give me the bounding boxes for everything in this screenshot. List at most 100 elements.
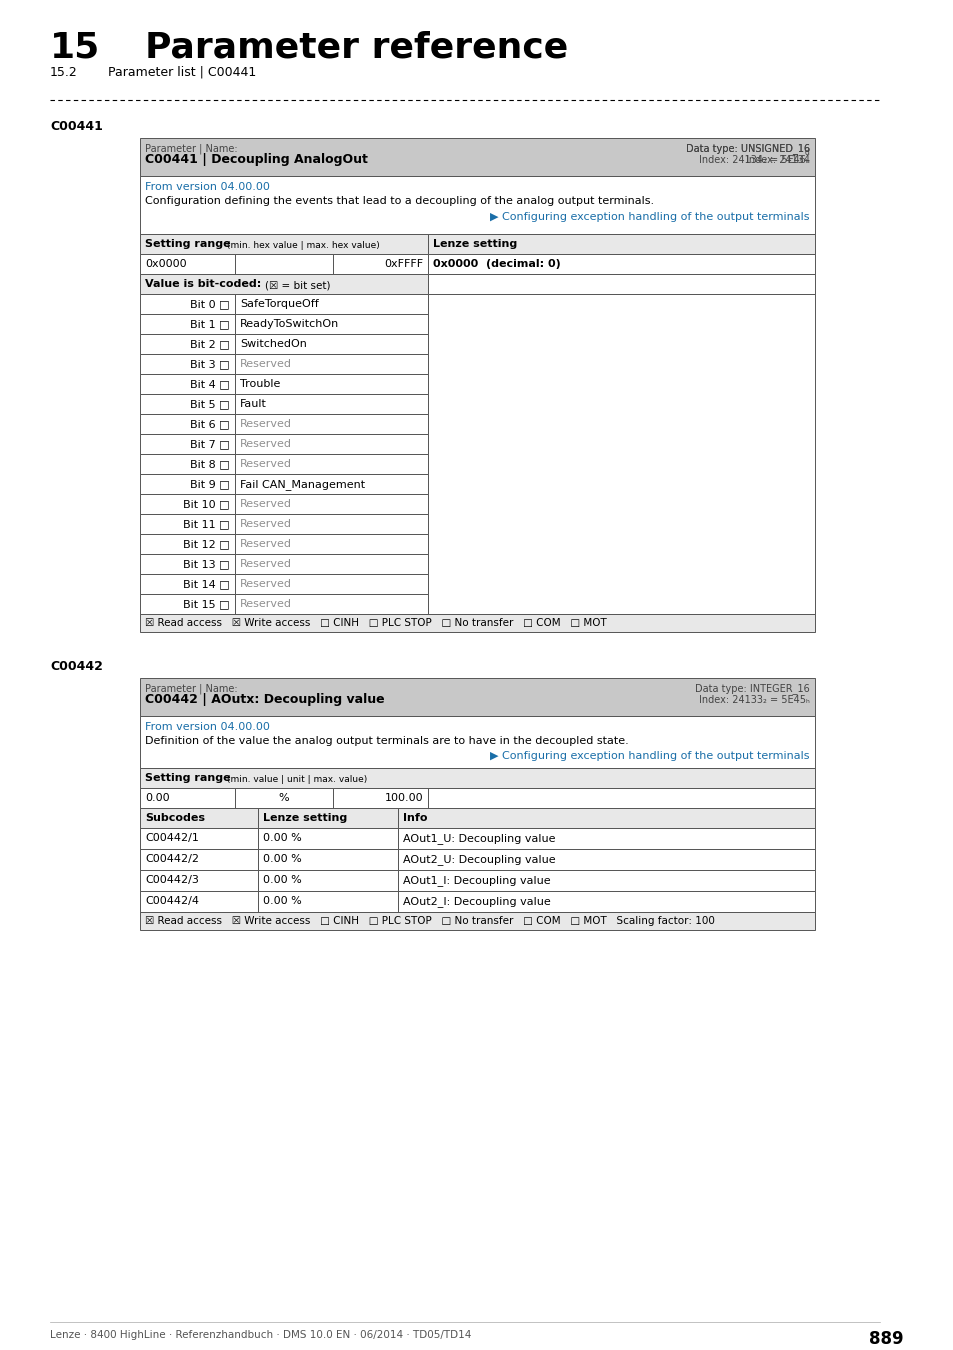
Text: (min. value | unit | max. value): (min. value | unit | max. value) [227, 775, 367, 784]
Bar [140, 913, 814, 930]
Bar [234, 454, 428, 474]
Bar [234, 474, 428, 494]
Text: SafeTorqueOff: SafeTorqueOff [240, 298, 318, 309]
Bar [140, 535, 234, 554]
Bar [140, 869, 257, 891]
Text: AOut2_I: Decoupling value: AOut2_I: Decoupling value [402, 896, 550, 907]
Text: AOut1_U: Decoupling value: AOut1_U: Decoupling value [402, 833, 555, 844]
Bar [428, 294, 814, 614]
Text: SwitchedOn: SwitchedOn [240, 339, 307, 350]
Bar [428, 788, 814, 809]
Text: Parameter | Name:: Parameter | Name: [145, 683, 237, 694]
Bar [140, 454, 234, 474]
Text: Bit 8 □: Bit 8 □ [190, 459, 230, 468]
Text: 100.00: 100.00 [384, 792, 422, 803]
Text: ▶ Configuring exception handling of the output terminals: ▶ Configuring exception handling of the … [490, 212, 809, 221]
Bar [234, 414, 428, 433]
Text: C00442/1: C00442/1 [145, 833, 198, 842]
Text: From version 04.00.00: From version 04.00.00 [145, 182, 270, 192]
Text: Parameter list | C00441: Parameter list | C00441 [108, 66, 256, 80]
Text: Reserved: Reserved [240, 599, 292, 609]
Bar [140, 614, 814, 632]
Text: Value is bit-coded:: Value is bit-coded: [145, 279, 261, 289]
Bar [140, 514, 234, 535]
Bar [140, 274, 428, 294]
Text: Reserved: Reserved [240, 579, 292, 589]
Text: Lenze setting: Lenze setting [263, 813, 347, 823]
Text: Reserved: Reserved [240, 539, 292, 549]
Text: ☒ Read access   ☒ Write access   □ CINH   □ PLC STOP   □ No transfer   □ COM   □: ☒ Read access ☒ Write access □ CINH □ PL… [145, 618, 606, 628]
Text: Reserved: Reserved [240, 459, 292, 468]
Text: Setting range: Setting range [145, 239, 231, 248]
Bar [140, 138, 814, 176]
Text: ReadyToSwitchOn: ReadyToSwitchOn [240, 319, 339, 329]
Text: Bit 7 □: Bit 7 □ [190, 439, 230, 450]
Text: Bit 13 □: Bit 13 □ [183, 559, 230, 568]
Text: AOut1_I: Decoupling value: AOut1_I: Decoupling value [402, 875, 550, 886]
Text: Bit 12 □: Bit 12 □ [183, 539, 230, 549]
Bar [257, 828, 397, 849]
Bar [140, 849, 257, 869]
Text: Reserved: Reserved [240, 439, 292, 450]
Text: d: d [804, 148, 809, 157]
Text: 0.00: 0.00 [145, 792, 170, 803]
Text: Trouble: Trouble [240, 379, 280, 389]
Text: Bit 2 □: Bit 2 □ [190, 339, 230, 350]
Text: Reserved: Reserved [240, 559, 292, 568]
Text: Data type: INTEGER_16: Data type: INTEGER_16 [695, 683, 809, 694]
Text: ▶ Configuring exception handling of the output terminals: ▶ Configuring exception handling of the … [490, 751, 809, 761]
Bar [257, 891, 397, 913]
Bar [428, 234, 814, 254]
Text: C00441: C00441 [50, 120, 103, 134]
Text: Definition of the value the analog output terminals are to have in the decoupled: Definition of the value the analog outpu… [145, 736, 628, 747]
Bar [397, 809, 814, 828]
Bar [140, 394, 234, 414]
Text: (min. hex value | max. hex value): (min. hex value | max. hex value) [227, 242, 379, 250]
Bar [234, 574, 428, 594]
Bar [333, 254, 428, 274]
Text: 15.2: 15.2 [50, 66, 77, 80]
Bar [140, 828, 257, 849]
Bar [140, 374, 234, 394]
Text: 0.00 %: 0.00 % [263, 875, 301, 886]
Bar [140, 294, 234, 315]
Bar [397, 849, 814, 869]
Text: Index: 24134₂ = 5E46ₕ: Index: 24134₂ = 5E46ₕ [699, 155, 809, 165]
Text: Bit 6 □: Bit 6 □ [191, 418, 230, 429]
Bar [140, 788, 234, 809]
Text: Configuration defining the events that lead to a decoupling of the analog output: Configuration defining the events that l… [145, 196, 654, 207]
Text: Bit 1 □: Bit 1 □ [191, 319, 230, 329]
Bar [140, 594, 234, 614]
Text: 889: 889 [868, 1330, 903, 1349]
Text: Lenze · 8400 HighLine · Referenzhandbuch · DMS 10.0 EN · 06/2014 · TD05/TD14: Lenze · 8400 HighLine · Referenzhandbuch… [50, 1330, 471, 1341]
Bar [234, 294, 428, 315]
Text: (☒ = bit set): (☒ = bit set) [265, 279, 330, 290]
Bar [397, 828, 814, 849]
Text: Fault: Fault [240, 400, 267, 409]
Bar [234, 374, 428, 394]
Text: 15: 15 [50, 30, 100, 63]
Text: C00441 | Decoupling AnalogOut: C00441 | Decoupling AnalogOut [145, 153, 368, 166]
Bar [140, 554, 234, 574]
Bar [140, 678, 814, 716]
Bar [234, 315, 428, 333]
Bar [257, 869, 397, 891]
Bar [140, 414, 234, 433]
Bar [140, 254, 234, 274]
Text: 0xFFFF: 0xFFFF [383, 259, 422, 269]
Text: Index: 24133₂ = 5E45ₕ: Index: 24133₂ = 5E45ₕ [699, 695, 809, 705]
Bar [140, 574, 234, 594]
Text: C00442 | AOutx: Decoupling value: C00442 | AOutx: Decoupling value [145, 693, 384, 706]
Text: Setting range: Setting range [145, 774, 231, 783]
Bar [140, 176, 814, 234]
Text: Bit 4 □: Bit 4 □ [190, 379, 230, 389]
Text: 0.00 %: 0.00 % [263, 896, 301, 906]
Text: Bit 0 □: Bit 0 □ [191, 298, 230, 309]
Text: Bit 9 □: Bit 9 □ [190, 479, 230, 489]
Text: Bit 3 □: Bit 3 □ [191, 359, 230, 369]
Bar [397, 869, 814, 891]
Bar [234, 354, 428, 374]
Bar [234, 494, 428, 514]
Text: Data type: UNSIGNED_16: Data type: UNSIGNED_16 [685, 143, 809, 154]
Bar [140, 809, 257, 828]
